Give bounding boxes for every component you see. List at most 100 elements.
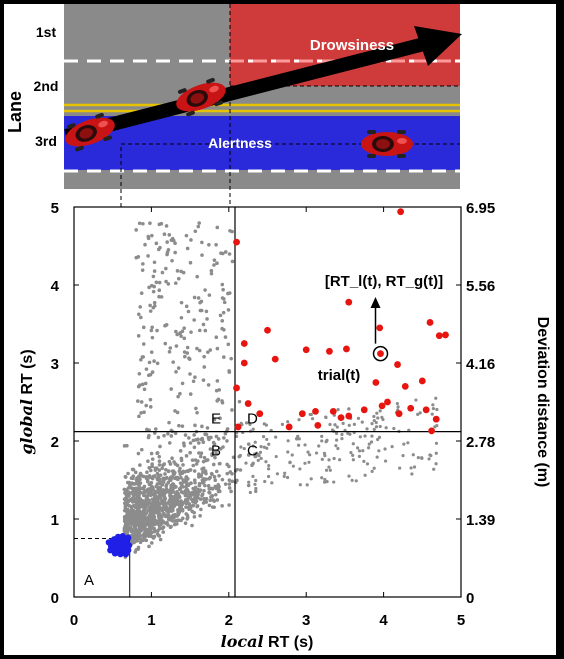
background-point <box>178 391 182 396</box>
background-point <box>173 519 177 523</box>
y-tick-label: 4 <box>51 278 60 295</box>
x-tick-label: 0 <box>70 612 78 629</box>
background-point <box>262 445 266 449</box>
background-point <box>197 483 202 488</box>
background-point <box>137 414 141 419</box>
background-point <box>352 422 356 426</box>
drowsy-point <box>428 427 435 435</box>
background-point <box>213 478 218 483</box>
background-point <box>168 503 173 508</box>
background-point <box>310 417 315 421</box>
background-point <box>227 464 231 469</box>
background-point <box>372 418 376 423</box>
background-point <box>333 423 337 427</box>
background-point <box>330 428 335 432</box>
background-point <box>139 315 143 320</box>
background-point <box>139 512 144 517</box>
background-point <box>179 334 183 338</box>
background-point <box>148 221 152 225</box>
background-point <box>246 483 251 488</box>
background-point <box>266 474 271 479</box>
background-point <box>134 228 138 232</box>
background-point <box>123 474 128 479</box>
background-point <box>230 471 234 476</box>
background-point <box>190 509 194 514</box>
background-point <box>150 233 154 238</box>
background-point <box>150 476 155 481</box>
background-point <box>376 416 380 420</box>
background-point <box>163 496 168 501</box>
background-point <box>149 468 153 473</box>
background-point <box>180 381 185 386</box>
background-point <box>172 501 176 506</box>
background-point <box>217 461 222 466</box>
background-point <box>197 221 202 225</box>
reaction-time-cloud <box>122 221 439 559</box>
background-point <box>134 500 139 505</box>
background-point <box>351 442 355 446</box>
background-point <box>154 280 159 285</box>
background-point <box>370 469 374 474</box>
background-point <box>143 242 147 247</box>
background-point <box>199 474 203 479</box>
background-point <box>152 474 157 478</box>
y2-tick-label: 1.39 <box>466 512 495 529</box>
background-point <box>323 453 327 458</box>
y-tick-label: 3 <box>51 356 59 373</box>
background-point <box>192 433 196 437</box>
background-point <box>435 424 439 428</box>
background-point <box>356 446 360 450</box>
background-point <box>202 498 207 503</box>
x-axis-label: local RT (s) <box>221 632 314 651</box>
background-point <box>370 422 374 426</box>
trial-annotation: trial(t) <box>318 367 361 384</box>
background-point <box>147 466 152 470</box>
background-point <box>181 478 186 482</box>
background-point <box>146 236 151 241</box>
background-point <box>192 318 196 322</box>
background-point <box>178 466 182 471</box>
background-point <box>152 506 157 510</box>
y2-tick-label: 2.78 <box>466 434 495 451</box>
background-point <box>229 356 233 361</box>
background-point <box>179 499 183 503</box>
background-point <box>157 280 162 285</box>
background-point <box>142 410 146 415</box>
drowsy-point <box>397 208 405 216</box>
background-point <box>225 439 229 443</box>
background-point <box>150 541 154 545</box>
background-point <box>136 451 141 456</box>
background-point <box>170 456 174 460</box>
background-point <box>156 478 160 482</box>
drowsy-point <box>345 298 353 306</box>
drowsy-point <box>394 361 401 368</box>
highlight-point <box>377 350 384 358</box>
background-point <box>212 258 217 262</box>
background-point <box>134 528 138 532</box>
background-point <box>126 471 130 476</box>
drowsy-point <box>233 238 240 246</box>
background-point <box>221 287 225 292</box>
background-point <box>160 466 165 471</box>
background-point <box>328 468 332 472</box>
x-tick-label: 2 <box>225 612 233 629</box>
background-point <box>213 455 217 460</box>
background-point <box>123 497 128 501</box>
background-point <box>225 471 230 476</box>
background-point <box>201 378 206 382</box>
background-point <box>264 423 268 427</box>
background-point <box>307 460 311 464</box>
background-point <box>186 309 191 314</box>
background-point <box>203 432 207 437</box>
background-point <box>162 433 166 438</box>
background-point <box>254 489 258 493</box>
x-tick-label: 5 <box>457 612 465 629</box>
background-point <box>164 224 169 228</box>
background-point <box>157 502 162 507</box>
background-point <box>227 482 232 486</box>
y2-tick-label: 5.56 <box>466 278 495 295</box>
background-point <box>335 425 339 429</box>
background-point <box>150 489 154 493</box>
background-point <box>214 242 218 247</box>
background-point <box>230 479 235 484</box>
